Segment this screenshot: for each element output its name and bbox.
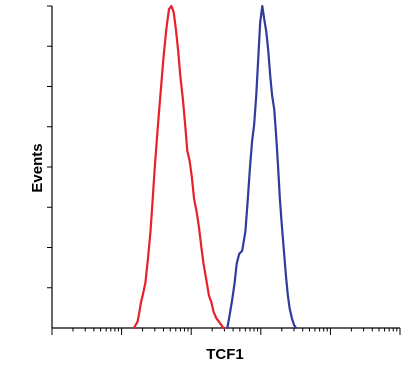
series-group [132,4,298,330]
histogram-series-2 [226,4,298,330]
y-axis-title: Events [29,143,46,192]
x-axis-title: TCF1 [206,346,244,363]
axes [47,5,401,335]
histogram-series-1 [132,4,227,330]
